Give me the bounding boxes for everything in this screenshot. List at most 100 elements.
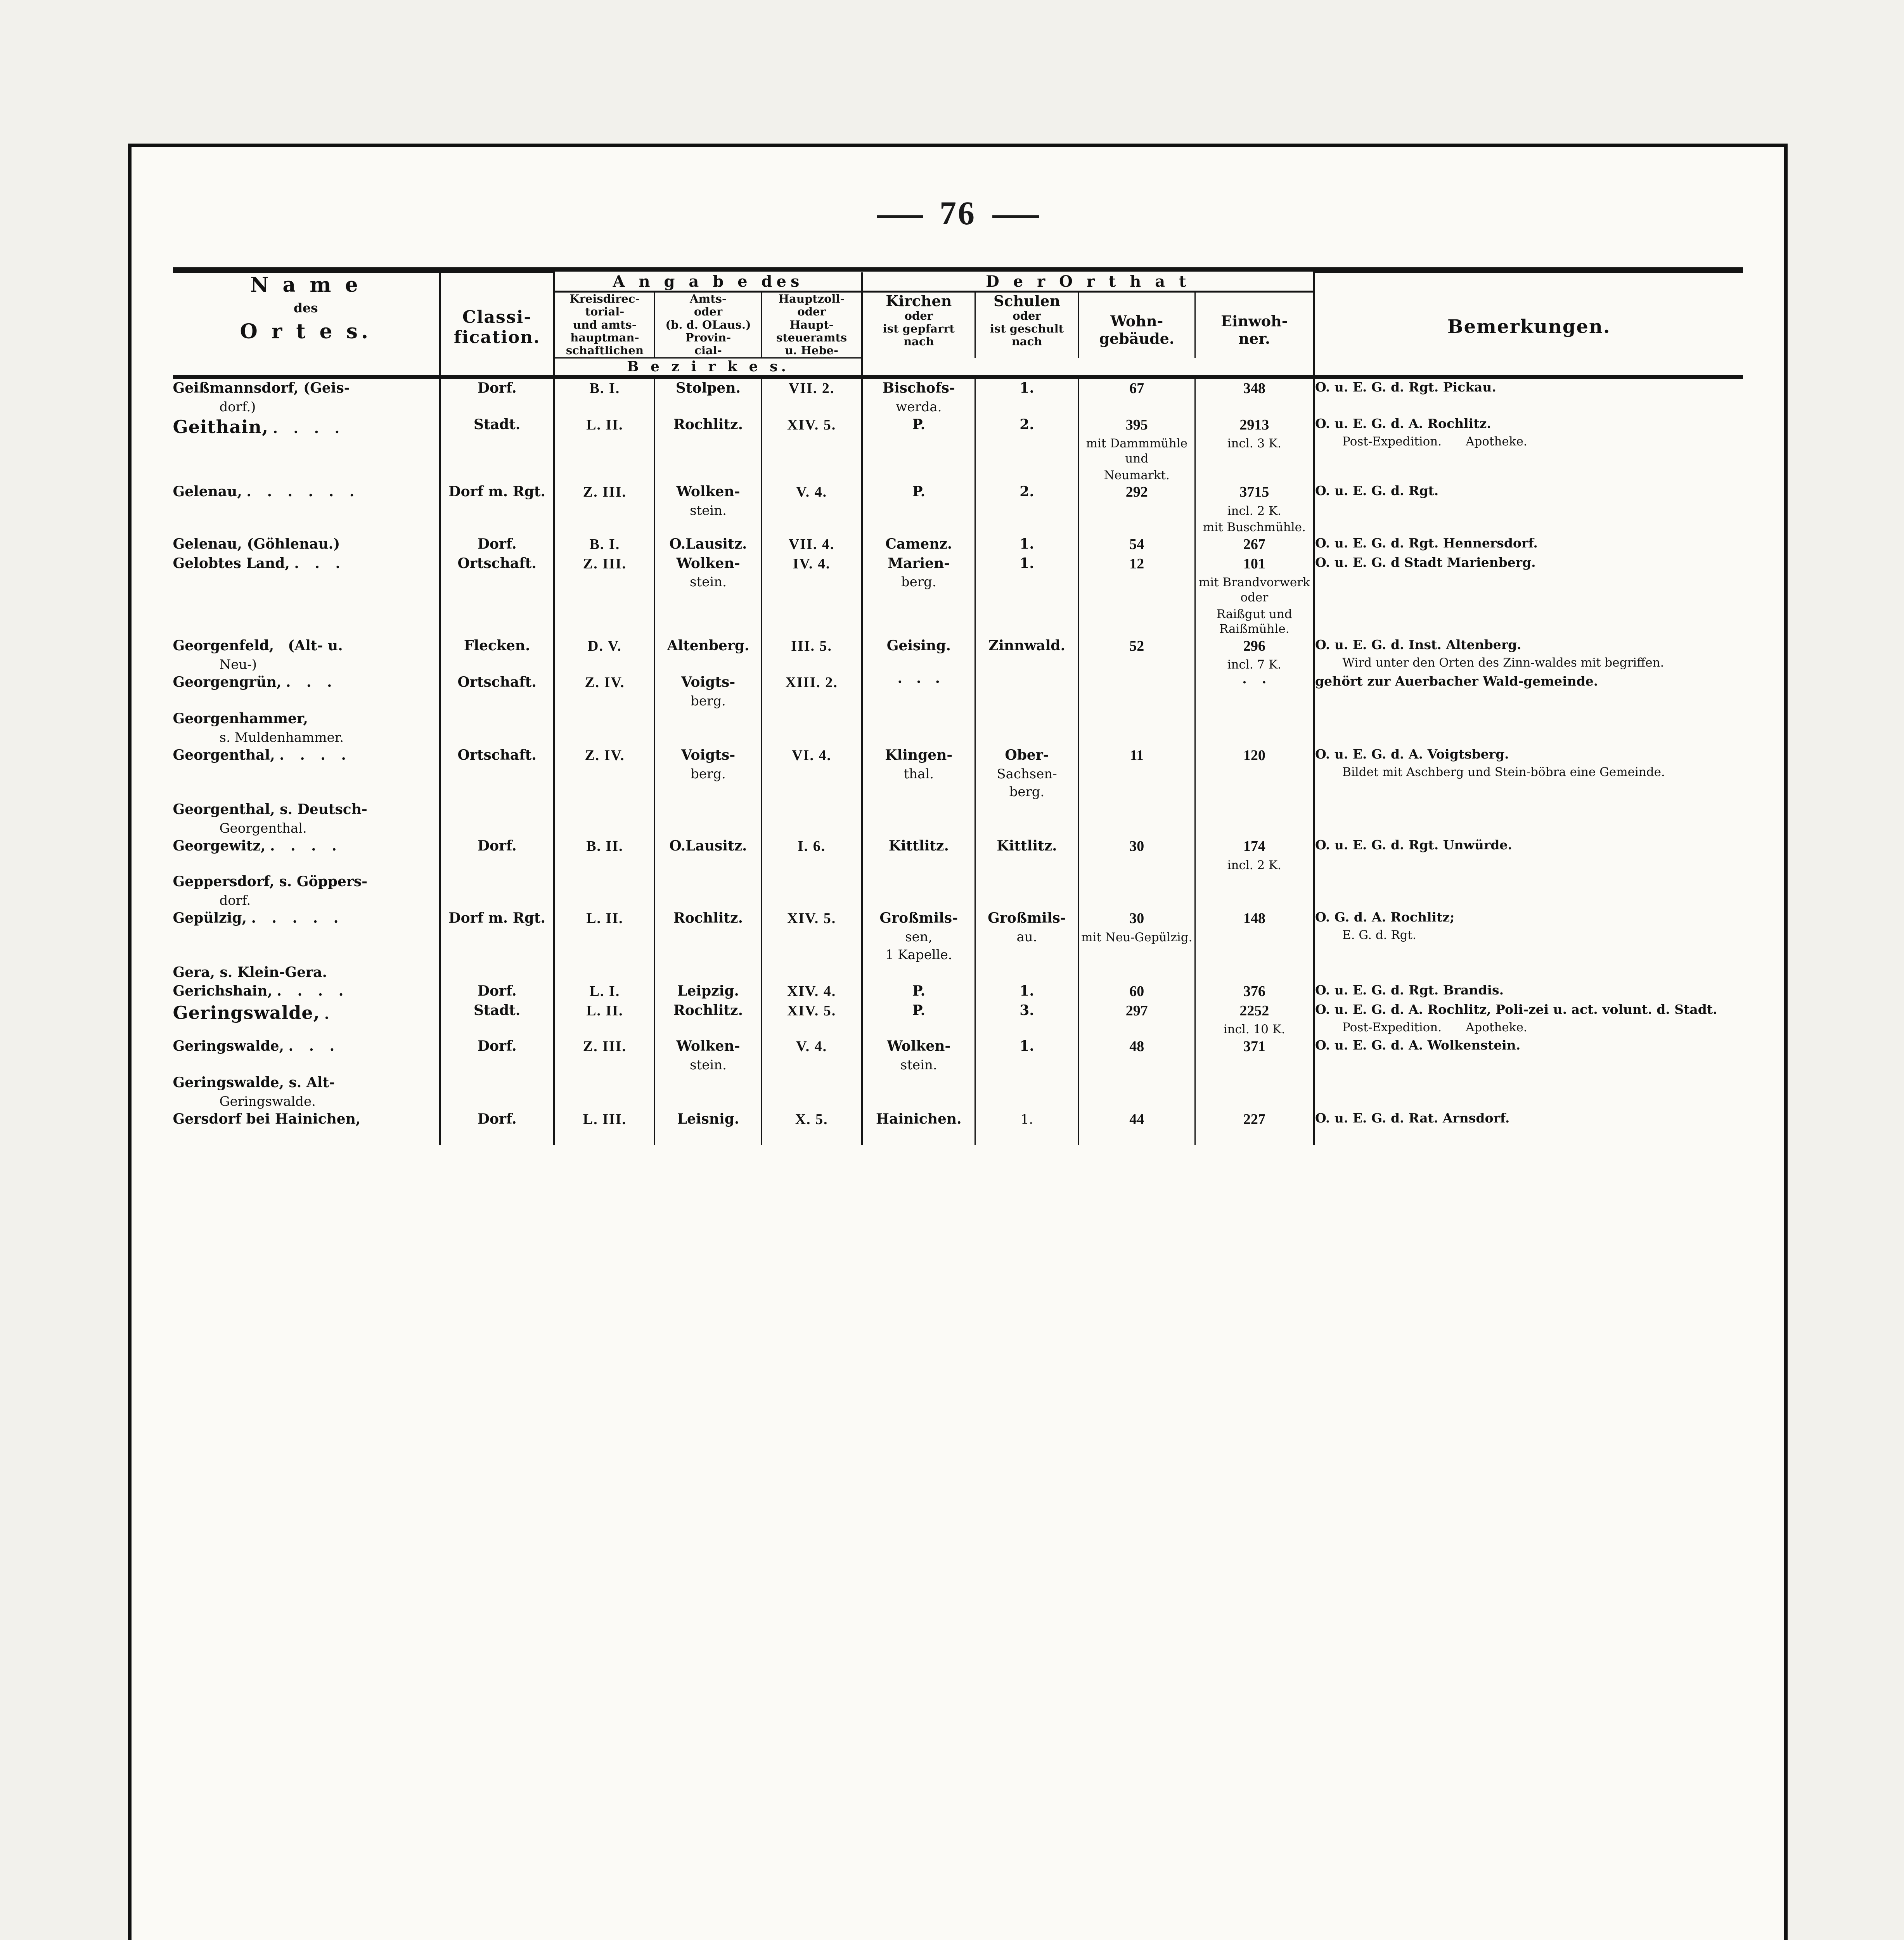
kirche-cell: Marien‑ berg. bbox=[861, 554, 975, 637]
col-kreis-l5: schaftlichen bbox=[566, 344, 644, 357]
header-bezirkes-row: B e z i r k e s. bbox=[173, 357, 1743, 377]
einwohner-cell: 148 bbox=[1194, 909, 1314, 964]
classification-cell: Flecken. bbox=[438, 637, 554, 673]
group-header-bezirkes: B e z i r k e s. bbox=[553, 357, 862, 377]
col-schulen: Schulen oder ist geschult nach bbox=[974, 291, 1079, 358]
hauptzoll-bezirk-value: XIV. 5. bbox=[787, 416, 836, 433]
einwohner-value: 174 bbox=[1243, 838, 1265, 855]
hauptzoll-bezirk-value: VII. 4. bbox=[788, 536, 835, 553]
table-row[interactable]: Gelobtes Land, . . . Ortschaft. Z. III. Wol… bbox=[173, 554, 1743, 637]
hauptzoll-bezirk-cell: XIV. 5. bbox=[761, 1001, 862, 1037]
kirche-cell bbox=[861, 873, 975, 909]
einwohner-value: 227 bbox=[1243, 1111, 1265, 1128]
table-row[interactable]: Geithain, . . . . Stadt. L. II. Rochlitz. XI… bbox=[173, 415, 1743, 483]
place-name-cell: Gera, s. Klein‑Gera. bbox=[173, 963, 440, 982]
kreis-bezirk-cell: B. I. bbox=[553, 535, 655, 554]
table-row[interactable]: Georgenfeld, (Alt‑ u. Neu‑) Flecken. D. V. A… bbox=[173, 637, 1743, 673]
table-row[interactable]: Georgenthal, . . . . Ortschaft. Z. IV. Voig… bbox=[173, 746, 1743, 801]
hauptzoll-bezirk-cell: IV. 4. bbox=[761, 554, 862, 637]
classification-cell: Stadt. bbox=[438, 1001, 554, 1037]
wohngebaeude-value: 67 bbox=[1129, 380, 1144, 397]
table-row[interactable]: Georgengrün, . . . Ortschaft. Z. IV. Voigts… bbox=[173, 673, 1743, 710]
hauptzoll-bezirk-cell: XIV. 5. bbox=[761, 909, 862, 964]
einwohner-note: incl. 2 K. bbox=[1227, 504, 1282, 518]
bemerkung-value: O. u. E. G. d. A. Wolkenstein. bbox=[1315, 1037, 1521, 1053]
kirche-value: Wolken‑ bbox=[887, 1038, 951, 1054]
wohngebaeude-value: 44 bbox=[1129, 1111, 1144, 1128]
hauptzoll-bezirk-cell: X. 5. bbox=[761, 1110, 862, 1145]
gazetteer-table: N a m e des O r t e s. Classi‑ fication.… bbox=[173, 267, 1743, 1145]
table-row[interactable]: Geißmannsdorf, (Geis‑ dorf.) Dorf. B. I. Sto… bbox=[173, 379, 1743, 416]
kirche-extra: 1 Kapelle. bbox=[885, 947, 952, 963]
table-row[interactable]: Geringswalde, . Stadt. L. II. Rochlitz. XIV.… bbox=[173, 1001, 1743, 1037]
kirche-value: P. bbox=[912, 416, 926, 433]
kreis-bezirk-value: D. V. bbox=[588, 638, 622, 655]
table-row[interactable]: Georgewitz, . . . . Dorf. B. II. O.Lausitz.… bbox=[173, 837, 1743, 873]
hauptzoll-bezirk-value: X. 5. bbox=[795, 1111, 828, 1128]
wohngebaeude-value: 297 bbox=[1125, 1002, 1148, 1019]
einwohner-note-2: mit Buschmühle. bbox=[1203, 520, 1306, 535]
einwohner-cell bbox=[1194, 709, 1314, 746]
kirche-continuation: werda. bbox=[896, 399, 942, 415]
table-row[interactable]: Geringswalde, s. Alt‑ Geringswalde. bbox=[173, 1073, 1743, 1110]
hauptzoll-bezirk-cell: V. 4. bbox=[761, 1037, 862, 1074]
col-schulen-l3: ist geschult bbox=[990, 322, 1064, 336]
hauptzoll-bezirk-cell bbox=[761, 800, 862, 837]
wohngebaeude-cell bbox=[1078, 673, 1195, 710]
table-row[interactable]: Georgenhammer, s. Muldenhammer. bbox=[173, 709, 1743, 746]
classification-cell: Ortschaft. bbox=[438, 673, 554, 710]
amt-bezirk-value: Rochlitz. bbox=[673, 416, 743, 433]
table-row[interactable]: Gersdorf bei Hainichen, Dorf. L. III. Leisn… bbox=[173, 1110, 1743, 1145]
hauptzoll-bezirk-cell: V. 4. bbox=[761, 483, 862, 535]
wohngebaeude-cell: 292 bbox=[1078, 483, 1195, 535]
table-row[interactable]: Gelenau, (Göhlenau.) Dorf. B. I. O.Lausitz.… bbox=[173, 535, 1743, 554]
schule-cell bbox=[974, 1073, 1079, 1110]
einwohner-cell: 296 incl. 7 K. bbox=[1194, 637, 1314, 673]
hauptzoll-bezirk-cell bbox=[761, 963, 862, 982]
leader-dots: . . . . . . bbox=[246, 483, 360, 500]
kirche-cell: Camenz. bbox=[861, 535, 975, 554]
hauptzoll-bezirk-cell: VI. 4. bbox=[761, 746, 862, 801]
amt-bezirk-value: Rochlitz. bbox=[673, 910, 743, 927]
kirche-value: Camenz. bbox=[885, 536, 952, 553]
header-bottom-rule bbox=[173, 375, 1743, 381]
table-row[interactable]: Geringswalde, . . . Dorf. Z. III. Wolken‑ st… bbox=[173, 1037, 1743, 1074]
place-name-continuation: dorf.) bbox=[219, 399, 256, 415]
einwohner-note: incl. 10 K. bbox=[1223, 1022, 1285, 1036]
table-row[interactable]: Gerichshain, . . . . Dorf. L. I. Leipzig. XI… bbox=[173, 982, 1743, 1001]
einwohner-value: 2913 bbox=[1239, 416, 1269, 433]
einwohner-cell: 227 bbox=[1194, 1110, 1314, 1145]
folio-dash-left bbox=[877, 215, 923, 218]
table-row[interactable]: Gelenau, . . . . . . Dorf m. Rgt. Z. III. W… bbox=[173, 483, 1743, 535]
schule-extra: berg. bbox=[1009, 784, 1045, 800]
bemerkung-value: O. u. E. G. d. Rgt. bbox=[1315, 483, 1439, 499]
bemerkungen-cell: O. u. E. G. d. Rgt. Unwürde. bbox=[1313, 837, 1743, 873]
bemerkungen-cell bbox=[1313, 709, 1743, 746]
place-name: Geißmannsdorf, (Geis‑ bbox=[173, 379, 350, 396]
col-kirchen: Kirchen oder ist gepfarrt nach bbox=[861, 291, 975, 358]
wohngebaeude-cell bbox=[1078, 1073, 1195, 1110]
table-row[interactable]: Georgenthal, s. Deutsch‑ Georgenthal. bbox=[173, 800, 1743, 837]
table-row[interactable]: Gera, s. Klein‑Gera. bbox=[173, 963, 1743, 982]
wohngebaeude-value: 54 bbox=[1129, 536, 1144, 553]
classification-value: Ortschaft. bbox=[457, 555, 537, 572]
kreis-bezirk-cell: Z. III. bbox=[553, 554, 655, 637]
amt-bezirk-continuation: berg. bbox=[691, 693, 726, 709]
einwohner-note-2: Raißgut und Raißmühle. bbox=[1216, 607, 1292, 636]
table-row[interactable]: Geppersdorf, s. Göppers‑ dorf. bbox=[173, 873, 1743, 909]
amt-bezirk-cell: Voigts‑ berg. bbox=[654, 746, 762, 801]
leader-dots: . bbox=[324, 1006, 335, 1022]
place-name-continuation: Georgenthal. bbox=[219, 820, 307, 836]
schule-continuation: au. bbox=[1016, 929, 1037, 945]
place-name: Georgenhammer, bbox=[173, 710, 308, 727]
wohngebaeude-cell: 67 bbox=[1078, 379, 1195, 416]
kreis-bezirk-cell: L. II. bbox=[553, 415, 655, 483]
einwohner-cell bbox=[1194, 800, 1314, 837]
col-kreisdirectorial: Kreisdirec‑ torial‑ und amts‑ hauptman‑ … bbox=[553, 291, 655, 358]
table-row[interactable]: Gepülzig, . . . . . Dorf m. Rgt. L. II. Roc… bbox=[173, 909, 1743, 964]
bemerkung-value: O. u. E. G. d. Rgt. Hennersdorf. bbox=[1315, 535, 1538, 551]
kirche-value: P. bbox=[912, 983, 926, 999]
place-name-cell: Geringswalde, . bbox=[173, 1001, 440, 1037]
kirche-continuation: thal. bbox=[904, 766, 934, 782]
wohngebaeude-value: 60 bbox=[1129, 983, 1144, 1000]
